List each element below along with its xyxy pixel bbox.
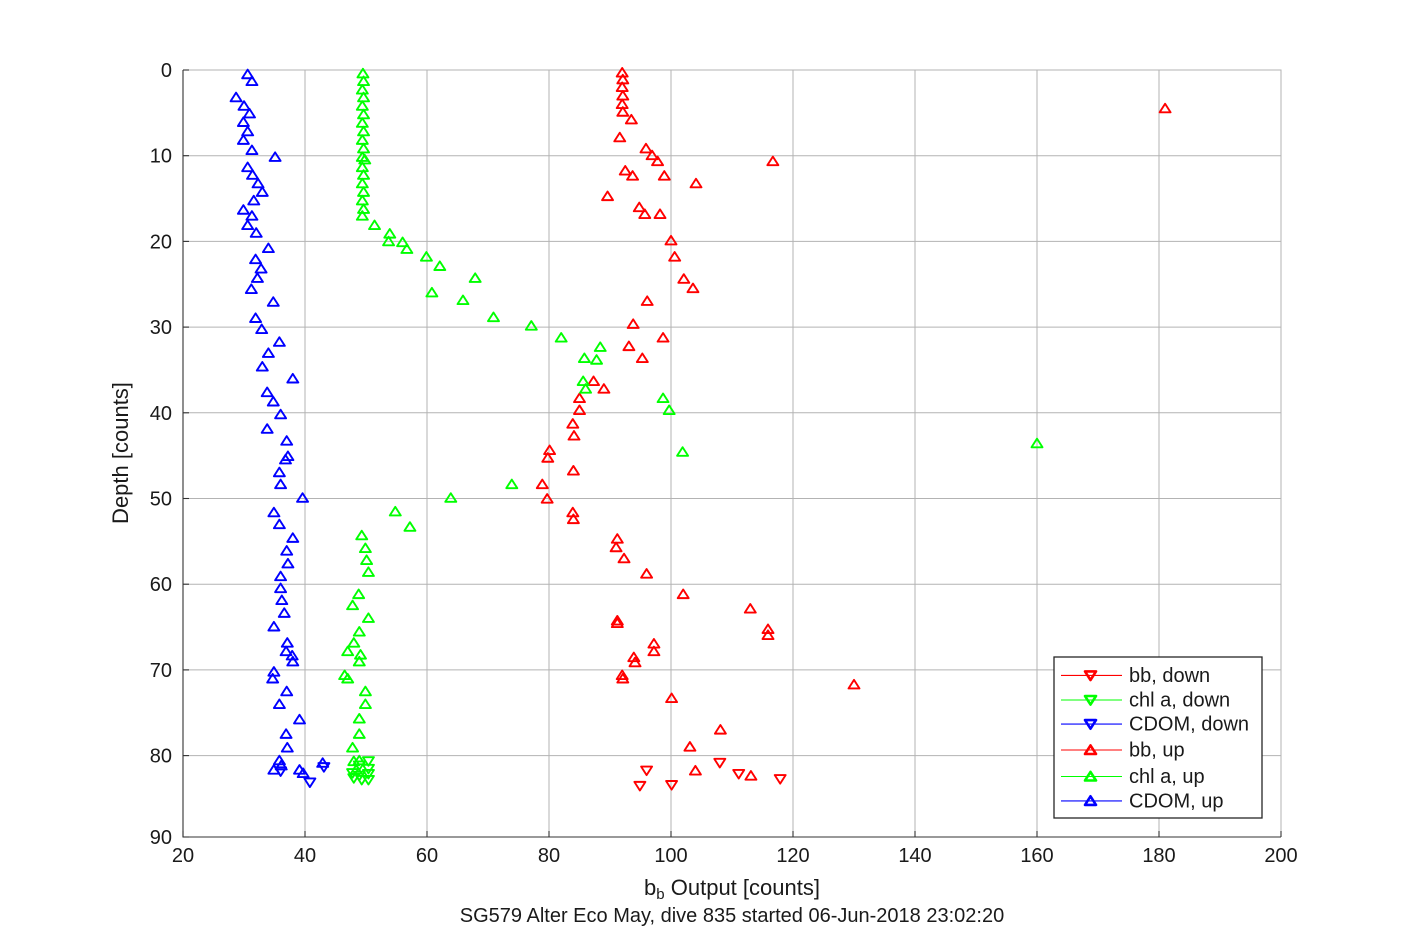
svg-text:20: 20: [172, 845, 194, 867]
svg-text:80: 80: [538, 845, 560, 867]
svg-text:bb, up: bb, up: [1129, 740, 1185, 762]
svg-text:SG579 Alter Eco May, dive 835: SG579 Alter Eco May, dive 835 started 06…: [460, 905, 1004, 927]
svg-text:10: 10: [150, 146, 172, 168]
svg-text:0: 0: [161, 60, 172, 82]
svg-text:200: 200: [1264, 845, 1297, 867]
svg-text:60: 60: [416, 845, 438, 867]
svg-text:120: 120: [776, 845, 809, 867]
svg-text:180: 180: [1142, 845, 1175, 867]
svg-text:90: 90: [150, 827, 172, 849]
svg-text:100: 100: [654, 845, 687, 867]
svg-text:30: 30: [150, 317, 172, 339]
svg-text:Depth [counts]: Depth [counts]: [108, 382, 133, 524]
svg-text:20: 20: [150, 231, 172, 253]
svg-text:70: 70: [150, 660, 172, 682]
svg-text:40: 40: [294, 845, 316, 867]
svg-text:50: 50: [150, 489, 172, 511]
svg-text:160: 160: [1020, 845, 1053, 867]
svg-text:bb Output [counts]: bb Output [counts]: [644, 875, 820, 903]
svg-text:40: 40: [150, 403, 172, 425]
svg-text:CDOM, up: CDOM, up: [1129, 791, 1223, 813]
svg-text:CDOM, down: CDOM, down: [1129, 714, 1249, 736]
svg-text:60: 60: [150, 574, 172, 596]
svg-text:80: 80: [150, 746, 172, 768]
svg-text:bb, down: bb, down: [1129, 665, 1210, 687]
svg-text:140: 140: [898, 845, 931, 867]
svg-text:chl a, up: chl a, up: [1129, 766, 1205, 788]
svg-text:chl a, down: chl a, down: [1129, 690, 1230, 712]
